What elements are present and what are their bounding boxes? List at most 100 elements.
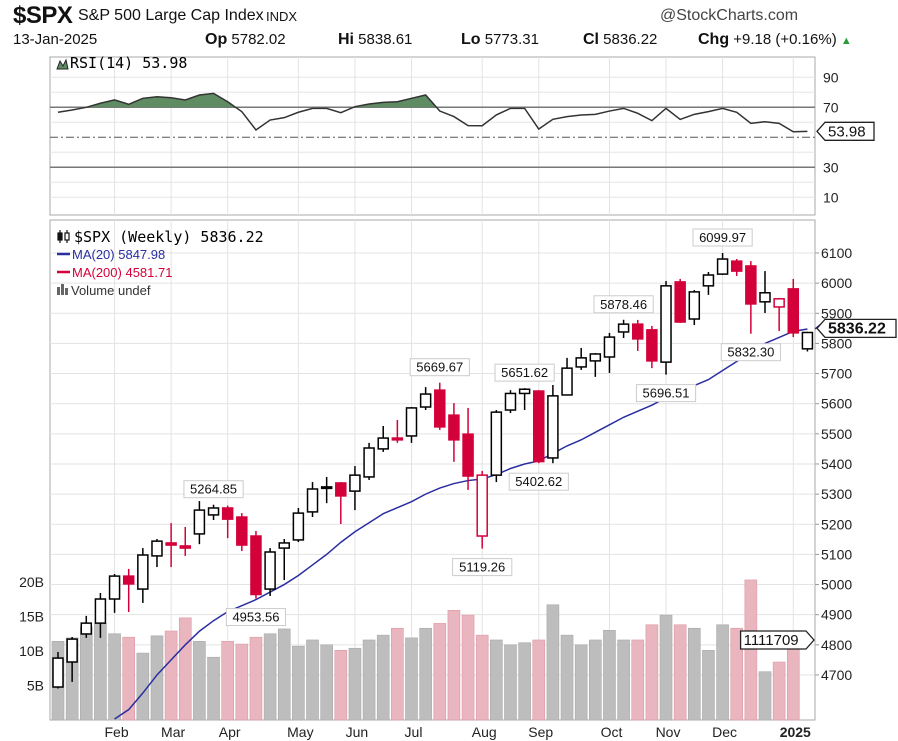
ticker-symbol: $SPX	[13, 2, 73, 29]
x-axis-label-feb: Feb	[104, 724, 128, 740]
volume-bar	[758, 671, 772, 721]
volume-bar	[730, 627, 744, 721]
rsi-legend: RSI(14) 53.98	[70, 54, 187, 72]
candle	[264, 548, 276, 596]
candle-body	[264, 551, 276, 590]
rsi-axis-label: 30	[823, 159, 839, 175]
volume-bar	[419, 627, 432, 721]
candle	[547, 385, 559, 464]
candle-body	[391, 437, 404, 441]
candle	[490, 410, 503, 483]
annotation-text: 4953.56	[232, 610, 279, 625]
candle	[207, 504, 220, 521]
rsi-axis-label: 90	[823, 69, 839, 85]
candle-body	[66, 638, 78, 663]
candle-body	[745, 265, 757, 305]
annotation-text: 5878.46	[600, 297, 647, 312]
candle	[716, 253, 729, 276]
price-axis-label: 6000	[821, 275, 852, 291]
volume-bars	[51, 579, 800, 721]
x-axis-label-2025: 2025	[780, 724, 811, 740]
candle	[702, 271, 715, 295]
last-price-tag-text: 5836.22	[828, 320, 886, 337]
candle	[674, 278, 686, 323]
candle-body	[801, 331, 814, 350]
price-axis-label: 4700	[821, 667, 852, 683]
volume-value-tag-text: 1111709	[744, 632, 799, 649]
grid-lines	[49, 56, 816, 721]
candle-body	[773, 298, 785, 308]
ma200-legend: MA(200) 4581.71	[72, 265, 172, 280]
candle	[603, 332, 616, 373]
candle-body	[448, 414, 460, 441]
annotation-box	[692, 228, 753, 247]
candle	[589, 353, 602, 377]
price-annotation: 5878.46	[593, 295, 654, 314]
annotation-text: 5651.62	[501, 365, 548, 380]
candle-body	[349, 474, 361, 492]
volume-bar	[263, 633, 277, 721]
candle	[52, 652, 64, 689]
rsi-legend-icon	[56, 58, 69, 70]
volume-axis-label: 5B	[27, 678, 44, 694]
candle-body	[547, 395, 559, 459]
candle	[730, 259, 743, 276]
candle-body	[250, 535, 262, 596]
candle	[561, 357, 573, 396]
change-value: +9.18 (+0.16%)	[733, 31, 837, 48]
volume-bar	[786, 642, 800, 721]
candle-body	[518, 388, 531, 395]
candle	[405, 407, 418, 443]
price-axis-label: 5400	[821, 456, 852, 472]
volume-bar	[560, 634, 574, 721]
price-axis-label: 5200	[821, 516, 852, 532]
price-axis-label: 5300	[821, 486, 852, 502]
annotation-text: 5402.62	[515, 474, 562, 489]
price-annotation: 6099.97	[692, 228, 753, 247]
price-axis-label: 5700	[821, 366, 852, 382]
candle	[759, 271, 771, 313]
volume-bar	[532, 639, 546, 721]
candle-body	[363, 447, 375, 478]
rsi-axis-label: 70	[823, 99, 839, 115]
candle	[391, 419, 404, 443]
candle	[278, 539, 290, 581]
candle	[504, 390, 517, 414]
candle-body	[589, 353, 602, 362]
volume-bar	[574, 644, 588, 721]
candle-body	[434, 389, 446, 428]
price-axis-label: 4800	[821, 637, 852, 653]
volume-value-tag-box	[739, 630, 815, 650]
rsi-line	[57, 92, 808, 133]
candle	[363, 442, 375, 480]
candle	[292, 507, 305, 543]
annotation-text: 5832.30	[727, 345, 774, 360]
volume-bar	[94, 623, 107, 721]
price-axis-label: 5500	[821, 426, 852, 442]
candle-body	[292, 512, 305, 541]
candle	[193, 501, 206, 545]
x-axis-label-oct: Oct	[601, 724, 623, 740]
up-arrow-icon: ▲	[840, 35, 852, 47]
rsi-panel-frame	[49, 56, 816, 216]
candle-body	[646, 329, 658, 362]
volume-bar	[235, 643, 249, 721]
volume-bar	[673, 624, 687, 721]
candle	[165, 523, 177, 568]
candle	[476, 470, 488, 549]
annotation-text: 5264.85	[190, 482, 237, 497]
price-panel-frame	[49, 219, 816, 721]
candle-body	[603, 336, 616, 358]
volume-bar	[221, 641, 234, 721]
candle-body	[335, 482, 347, 497]
volume-axis-label: 15B	[19, 609, 44, 625]
price-axis-label: 6100	[821, 245, 852, 261]
volume-bar	[122, 636, 135, 721]
candle-body	[179, 545, 192, 549]
candle-legend-icon	[57, 230, 70, 243]
candle-body	[617, 323, 630, 333]
candle-body	[533, 390, 545, 463]
candle-body	[52, 657, 64, 688]
volume-bar	[702, 650, 715, 721]
candle-body	[207, 507, 220, 516]
